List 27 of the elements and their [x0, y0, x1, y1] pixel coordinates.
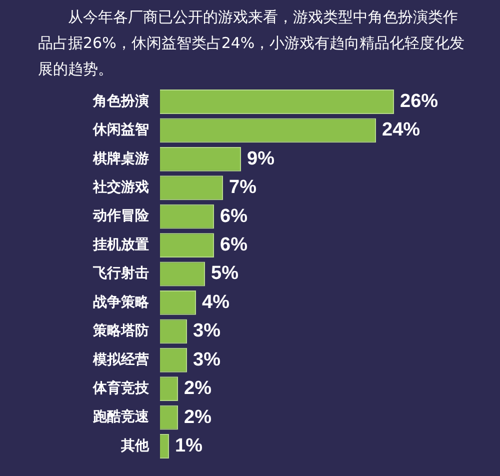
data-label: 7%: [229, 177, 257, 198]
chart-title: 从今年各厂商已公开的游戏来看，游戏类型中角色扮演类作品占据26%，休闲益智类占24%，小游戏有趋向精品化轻度化发展的趋势。: [37, 7, 466, 78]
data-label: 3%: [193, 349, 221, 370]
data-label: 5%: [211, 263, 239, 284]
data-label: 9%: [247, 148, 275, 170]
y-tick-label: 其他: [120, 438, 150, 454]
y-tick-label: 社交游戏: [92, 178, 149, 196]
y-tick-label: 体育竞技: [92, 379, 150, 396]
y-tick-label: 模拟经营: [92, 350, 149, 368]
data-label: 26%: [400, 90, 438, 112]
y-tick-label: 飞行射击: [92, 266, 149, 282]
y-tick-label: 挂机放置: [92, 236, 149, 253]
y-tick-label: 跑酷竞速: [92, 408, 150, 426]
data-label: 2%: [184, 406, 212, 428]
data-label: 6%: [220, 234, 248, 256]
y-tick-label: 角色扮演: [92, 92, 149, 110]
data-label: 6%: [220, 206, 248, 227]
y-tick-label: 棋牌桌游: [92, 150, 149, 167]
data-label: 24%: [382, 120, 420, 141]
data-label: 3%: [193, 320, 221, 342]
y-tick-label: 休闲益智: [92, 122, 149, 138]
y-tick-label: 动作冒险: [92, 208, 150, 224]
y-tick-label: 策略塔防: [92, 322, 149, 340]
data-label: 1%: [175, 435, 203, 456]
y-tick-label: 战争策略: [93, 294, 150, 310]
data-label: 4%: [202, 292, 230, 313]
data-label: 2%: [184, 378, 212, 400]
